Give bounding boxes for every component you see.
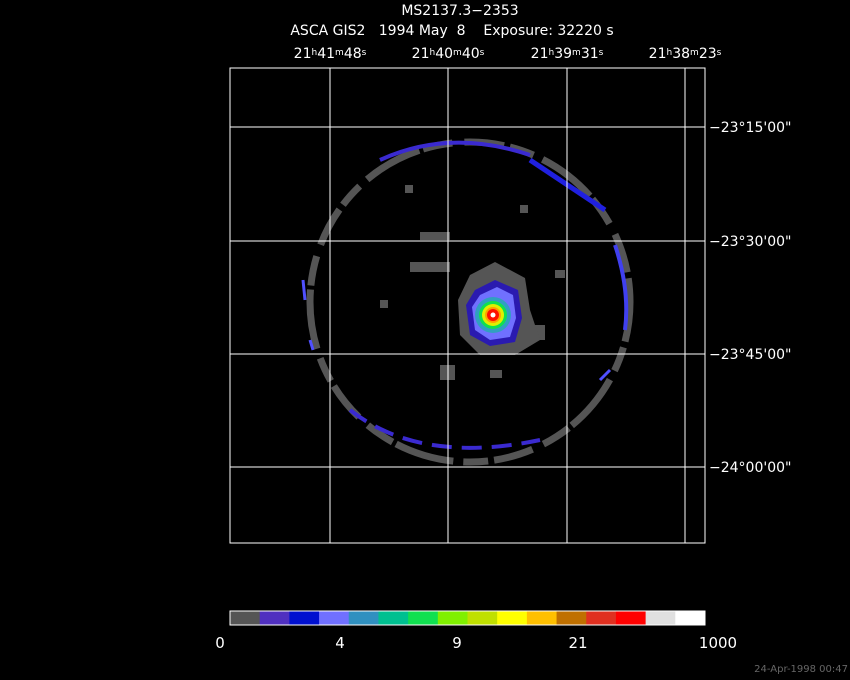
ra-labels: 21h41m48s 21h40m40s 21h39m31s 21h38m23s [294, 46, 722, 62]
colorbar-segment [289, 611, 320, 625]
colorbar-label: 9 [452, 634, 462, 652]
ra-unit: s [599, 48, 604, 58]
source-peak [490, 312, 496, 318]
ra-value: 39 [554, 46, 572, 62]
colorbar-label: 1000 [699, 634, 737, 652]
colorbar-segment [259, 611, 290, 625]
ra-value: 31 [581, 46, 599, 62]
ra-unit: h [429, 48, 435, 58]
frame [229, 67, 706, 544]
ra-value: 21 [649, 46, 667, 62]
colorbar-label: 0 [215, 634, 225, 652]
ra-label: 21h39m31s [531, 46, 604, 62]
ring-edge [528, 157, 607, 213]
ra-value: 41 [317, 46, 335, 62]
ra-value: 21 [294, 46, 312, 62]
ra-unit: s [362, 48, 367, 58]
dec-label: −24°00'00" [709, 460, 791, 476]
colorbar-segment [645, 611, 676, 625]
ra-unit: h [548, 48, 554, 58]
colorbar-segment [675, 611, 706, 625]
subtitle: ASCA GIS2 1994 May 8 Exposure: 32220 s [290, 23, 613, 39]
ra-value: 38 [672, 46, 690, 62]
ra-unit: s [480, 48, 485, 58]
colorbar-segment [408, 611, 439, 625]
dec-label: −23°30'00" [709, 234, 791, 250]
colorbar-segment [467, 611, 498, 625]
colorbar-label: 4 [335, 634, 345, 652]
ra-unit: h [311, 48, 317, 58]
colorbar-segment [586, 611, 617, 625]
title: MS2137.3−2353 [401, 3, 518, 19]
ra-unit: s [717, 48, 722, 58]
ra-value: 21 [531, 46, 549, 62]
ra-label: 21h41m48s [294, 46, 367, 62]
ra-value: 23 [699, 46, 717, 62]
ra-label: 21h40m40s [412, 46, 485, 62]
ra-unit: m [690, 48, 699, 58]
ring-edge [613, 244, 629, 331]
ra-value: 40 [435, 46, 453, 62]
colorbar-segment [497, 611, 528, 625]
timestamp: 24-Apr-1998 00:47 [754, 664, 848, 675]
dec-label: −23°45'00" [709, 347, 791, 363]
colorbar-segment [437, 611, 468, 625]
colorbar-frame [229, 610, 706, 626]
ra-unit: m [572, 48, 581, 58]
colorbar-segment [348, 611, 379, 625]
ra-value: 48 [344, 46, 362, 62]
dec-labels: −23°15'00" −23°30'00" −23°45'00" −24°00'00" [709, 120, 791, 476]
ra-value: 21 [412, 46, 430, 62]
ring-edge [348, 408, 541, 450]
colorbar-segment [556, 611, 587, 625]
ra-unit: m [453, 48, 462, 58]
dec-label: −23°15'00" [709, 120, 791, 136]
ra-label: 21h38m23s [649, 46, 722, 62]
colorbar-label: 21 [568, 634, 587, 652]
ring-edge [379, 140, 531, 162]
ra-value: 40 [462, 46, 480, 62]
ra-unit: h [666, 48, 672, 58]
colorbar [229, 610, 706, 626]
image [301, 138, 634, 466]
colorbar-segment [526, 611, 558, 625]
colorbar-segment [319, 611, 350, 625]
colorbar-segment [378, 611, 409, 625]
coordinate-grid [229, 67, 706, 544]
colorbar-labels: 0 4 9 21 1000 [215, 634, 737, 652]
ring-edge [301, 279, 612, 382]
colorbar-segment [230, 611, 261, 625]
ra-unit: m [335, 48, 344, 58]
colorbar-segment [615, 611, 647, 625]
